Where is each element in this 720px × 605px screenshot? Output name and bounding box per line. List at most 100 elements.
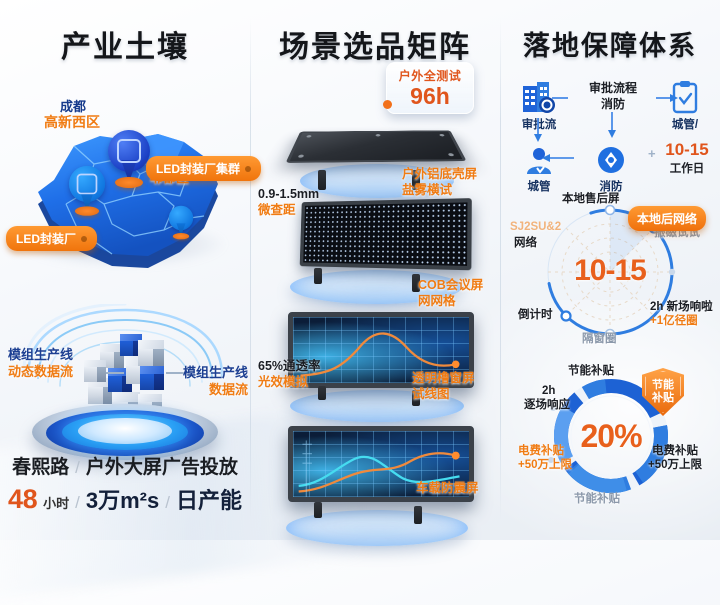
- stat-separator: /: [75, 493, 80, 512]
- label-line-2: 光效模拟: [258, 375, 309, 389]
- screen-stack: [250, 72, 500, 548]
- gauge2-label-right-1: 电费补贴: [652, 445, 698, 457]
- map-pin-pidu[interactable]: [168, 205, 194, 240]
- stat-hours-value: 48: [8, 484, 38, 514]
- label-line-1: COB会议屏: [418, 278, 484, 292]
- panel-leg: [412, 390, 420, 406]
- outdoor-test-badge[interactable]: 户外全测试 96h: [383, 62, 474, 114]
- label-line-1: 0.9-1.5mm: [258, 187, 320, 201]
- map-tag-led-cluster[interactable]: LED封装厂集群: [146, 156, 262, 181]
- pin-base: [172, 233, 190, 240]
- label-line-2: 微查距: [258, 203, 296, 217]
- screen-unit-micro-pitch[interactable]: [264, 196, 488, 314]
- screen-label-cob: COB会议屏 网网格: [418, 277, 483, 309]
- flow-text-line-1: 审批流程: [588, 81, 637, 95]
- label-line-1: 车载防震屏: [416, 481, 479, 495]
- label-line-1: 65%通透率: [258, 359, 321, 373]
- panel-leg: [412, 170, 420, 190]
- left-stats-block: 春熙路 / 户外大屏广告投放 48 小时 / 3万m²s / 日产能: [0, 452, 250, 515]
- stats-row-values: 48 小时 / 3万m²s / 日产能: [0, 483, 250, 515]
- stat-hours-unit: 小时: [43, 496, 70, 511]
- column-scene-matrix: 场景选品矩阵: [250, 0, 500, 548]
- screen-curve-chart: [300, 332, 460, 377]
- panel-leg: [412, 274, 420, 292]
- column-divider-2: [500, 18, 501, 522]
- middle-column-heading: 场景选品矩阵: [279, 31, 471, 64]
- stat-separator: /: [165, 493, 170, 512]
- cob-screen: [288, 312, 474, 388]
- flow-text-line-2: 消防: [600, 97, 625, 111]
- flow-node-urban-b[interactable]: 城管: [508, 140, 570, 194]
- background-sheen-right: [440, 300, 720, 560]
- gauge-energy-subsidy[interactable]: 20% 节能补贴 2h 逐场响应 电费补贴 +50万上限 电费补贴 +50万上限…: [518, 356, 702, 516]
- donut-gauge-graphic: [548, 379, 672, 493]
- gauge2-label-top: 节能补贴: [568, 365, 614, 377]
- label-line-1: 透明橹窗屏: [412, 371, 475, 385]
- flow-node-fire[interactable]: 消防: [580, 140, 642, 194]
- stat-separator: /: [75, 458, 80, 477]
- column-guarantee-system: 落地保障体系 审批流: [500, 0, 720, 540]
- module-cube-stack: [82, 332, 172, 424]
- shield-inner-border: [645, 371, 681, 413]
- gauge1-label-countdown: 倒计时: [518, 309, 553, 321]
- stat-location: 春熙路: [12, 457, 70, 478]
- production-line-visual: [0, 300, 250, 470]
- map-pin-gaoxin[interactable]: [108, 130, 150, 188]
- map-label-district: 高新西区: [44, 114, 100, 130]
- flow-working-days: 10-15 工作日: [656, 140, 718, 176]
- label-line-2: 动态数据流: [8, 364, 74, 379]
- gauge2-label-left-2: +50万上限: [518, 459, 573, 471]
- label-leader-line-left: [106, 372, 124, 374]
- screen-dual-curve-chart: [298, 440, 460, 497]
- local-network-badge[interactable]: 本地后网络: [628, 206, 707, 231]
- label-line-1: 模组生产线: [8, 347, 74, 362]
- tag-dot-icon: [245, 165, 252, 172]
- flow-node-label: 城管/: [671, 119, 699, 131]
- badge-title: 户外全测试: [398, 69, 462, 83]
- gauge2-label-left-top-1: 2h: [542, 385, 556, 397]
- map-tag-led-factory[interactable]: LED封装厂: [6, 226, 98, 251]
- flow-middle-text: 审批流程 消防: [570, 80, 656, 112]
- panel-leg: [414, 506, 422, 524]
- left-column-heading: 产业土壤: [61, 31, 189, 64]
- badge-value: 96h: [410, 83, 450, 109]
- pin-base: [115, 177, 143, 188]
- screen-glyph-icon: [76, 173, 98, 195]
- gauge1-label-top: 本地售后屏: [562, 193, 620, 205]
- production-label-left: 模组生产线 动态数据流: [8, 346, 73, 380]
- flow-node-approval[interactable]: 审批流: [508, 78, 570, 132]
- person-icon: [508, 140, 570, 176]
- vehicle-screen: [288, 426, 474, 502]
- factory-glyph-icon: [117, 139, 141, 163]
- column-divider-1: [250, 18, 251, 522]
- gauge1-label-right-2: +1亿径圈: [650, 315, 698, 327]
- flow-node-label: 审批流: [521, 119, 557, 131]
- tag-text: LED封装厂集群: [156, 162, 241, 176]
- gauge1-label-bottom: 隔窗圈: [582, 333, 617, 345]
- fire-safety-icon: [580, 140, 642, 176]
- stat-area-value: 3万m²s: [85, 488, 160, 513]
- label-line-2: 盐雾横试: [402, 183, 453, 197]
- gauge2-label-left-top-2: 逐场响应: [524, 399, 570, 411]
- flow-node-urban-a[interactable]: 城管/: [654, 78, 716, 132]
- panel-leg: [318, 170, 326, 190]
- data-flow-arcs: [22, 304, 224, 387]
- screen-label-transmittance: 65%通透率 光效模拟: [258, 358, 321, 390]
- map-label-city: 成都: [60, 99, 87, 114]
- screen-unit-outdoor[interactable]: [280, 112, 470, 202]
- podium-ring-inner: [78, 418, 172, 444]
- panel-leg: [314, 502, 322, 518]
- gauge2-label-left-1: 电费补贴: [518, 445, 564, 457]
- screen-unit-vehicle[interactable]: [264, 422, 488, 550]
- screen-label-outdoor: 户外铝底壳屏 盐雾横试: [402, 166, 477, 198]
- right-column-heading: 落地保障体系: [523, 31, 697, 61]
- cube: [120, 334, 142, 356]
- badge-pip-icon: [383, 100, 392, 109]
- gauge1-label-left: 网络: [514, 237, 537, 249]
- led-dot-matrix: [299, 198, 472, 271]
- led-panel: [299, 198, 472, 271]
- shield-line-1: 节能: [652, 379, 674, 391]
- map-pin-factory[interactable]: [68, 165, 106, 216]
- screen-unit-cob-conference[interactable]: [264, 310, 488, 430]
